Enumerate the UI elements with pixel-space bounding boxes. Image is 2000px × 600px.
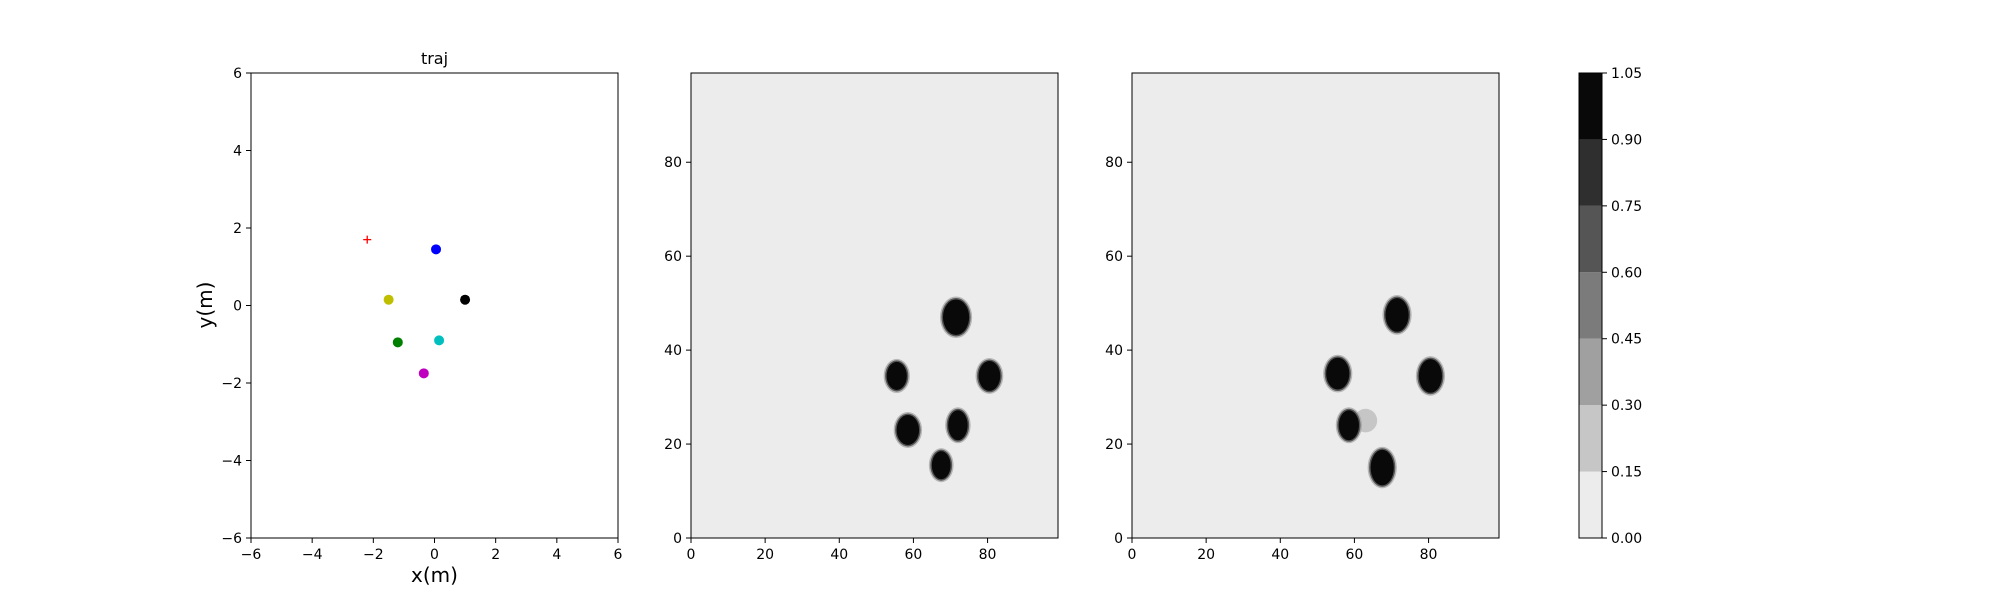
traj-point [418,368,429,379]
traj-y-ticks: −6 −4 −2 0 2 4 6 [221,66,251,547]
heatmap-2-y-tick-label: 60 [1105,249,1123,265]
traj-y-tick-label: −6 [221,531,242,547]
colorbar-band [1579,471,1602,538]
heatmap-2-frame [1131,72,1500,539]
traj-x-tick-label: −6 [241,547,262,563]
heatmap-2-background [1132,73,1499,538]
traj-goal-marker [363,235,372,244]
heatmap-2-y-tick-label: 0 [1114,531,1123,547]
heatmap-1-blobs [883,296,1004,483]
traj-x-tick-label: 0 [430,547,439,563]
traj-plot-area [251,73,618,538]
traj-y-tick-label: 0 [233,299,242,315]
heatmap-2-x-tick-label: 40 [1271,547,1289,563]
heatmap-panel-1: 0 20 40 60 80 0 20 40 60 80 [664,72,1059,563]
heatmap-2-y-tick-label: 20 [1105,437,1123,453]
heatmap-2-blob [1382,295,1412,335]
heatmap-2-blob [1415,356,1446,396]
traj-points [363,235,471,379]
colorbar-tick-label: 0.60 [1611,265,1642,281]
colorbar-band [1579,405,1602,472]
traj-panel: traj x(m) y(m) −6 −4 −2 0 2 4 6 −6 −4 −2 0 2 4 6 [193,49,623,587]
heatmap-1-y-tick-label: 40 [664,343,682,359]
heatmap-1-x-tick-label: 0 [687,547,696,563]
heatmap-2-x-ticks: 0 20 40 60 80 [1128,538,1438,563]
traj-x-tick-label: 6 [614,547,623,563]
heatmap-1-background [691,73,1058,538]
colorbar-band [1579,338,1602,406]
traj-x-tick-label: −4 [302,547,323,563]
traj-point [383,294,394,305]
traj-x-ticks: −6 −4 −2 0 2 4 6 [241,538,623,563]
heatmap-2-blob [1323,354,1353,393]
colorbar-tick-label: 0.45 [1611,332,1642,348]
heatmap-1-blob [893,412,923,448]
colorbar-bands [1579,73,1602,538]
heatmap-1-y-tick-label: 0 [673,531,682,547]
heatmap-2-blob [1335,407,1362,444]
heatmap-2-blob [1367,446,1397,489]
heatmap-2-blobs [1323,295,1446,489]
traj-point [460,294,471,305]
heatmap-2-y-tick-label: 80 [1105,155,1123,171]
colorbar-frame [1578,72,1603,539]
colorbar-ticks: 0.00 0.15 0.30 0.45 0.60 0.75 0.90 1.05 [1602,66,1642,547]
heatmap-1-y-ticks: 0 20 40 60 80 [664,155,691,547]
heatmap-1-x-tick-label: 40 [830,547,848,563]
colorbar-band [1579,73,1602,140]
traj-ylabel: y(m) [193,282,217,329]
colorbar-band [1579,139,1602,206]
colorbar-band [1579,272,1602,339]
traj-y-tick-label: 6 [233,66,242,82]
heatmap-1-blob [883,358,910,393]
heatmap-2-x-tick-label: 20 [1197,547,1215,563]
heatmap-1-y-tick-label: 20 [664,437,682,453]
heatmap-1-blob [945,407,971,444]
colorbar-tick-label: 0.15 [1611,465,1642,481]
colorbar-tick-label: 1.05 [1611,66,1642,82]
traj-xlabel: x(m) [411,563,458,587]
heatmap-1-blob [928,448,954,483]
heatmap-2-x-tick-label: 60 [1346,547,1364,563]
heatmap-1-blob [975,357,1004,394]
colorbar-tick-label: 0.00 [1611,531,1642,547]
traj-point [392,337,403,348]
traj-x-tick-label: 4 [552,547,561,563]
colorbar-tick-label: 0.75 [1611,199,1642,215]
traj-title: traj [421,49,448,68]
heatmap-1-y-tick-label: 60 [664,249,682,265]
traj-y-tick-label: −4 [221,454,242,470]
heatmap-1-frame [690,72,1059,539]
traj-point [431,244,442,255]
heatmap-2-y-ticks: 0 20 40 60 80 [1105,155,1132,547]
traj-y-tick-label: −2 [221,376,242,392]
traj-frame [250,72,619,539]
traj-x-tick-label: 2 [491,547,500,563]
heatmap-1-x-tick-label: 80 [979,547,997,563]
heatmap-1-x-tick-label: 20 [756,547,774,563]
traj-point [434,335,445,346]
colorbar-tick-label: 0.90 [1611,132,1642,148]
heatmap-1-x-ticks: 0 20 40 60 80 [687,538,997,563]
heatmap-panel-2: 0 20 40 60 80 0 20 40 60 80 [1105,72,1500,563]
heatmap-2-y-tick-label: 40 [1105,343,1123,359]
colorbar-tick-label: 0.30 [1611,398,1642,414]
traj-y-tick-label: 2 [233,221,242,237]
traj-y-tick-label: 4 [233,144,242,160]
heatmap-2-x-tick-label: 0 [1128,547,1137,563]
heatmap-1-y-tick-label: 80 [664,155,682,171]
heatmap-1-blob [939,296,973,339]
colorbar-band [1579,205,1602,273]
colorbar: 0.00 0.15 0.30 0.45 0.60 0.75 0.90 1.05 [1578,66,1642,547]
heatmap-2-x-tick-label: 80 [1420,547,1438,563]
heatmap-1-x-tick-label: 60 [905,547,923,563]
traj-x-tick-label: −2 [363,547,384,563]
